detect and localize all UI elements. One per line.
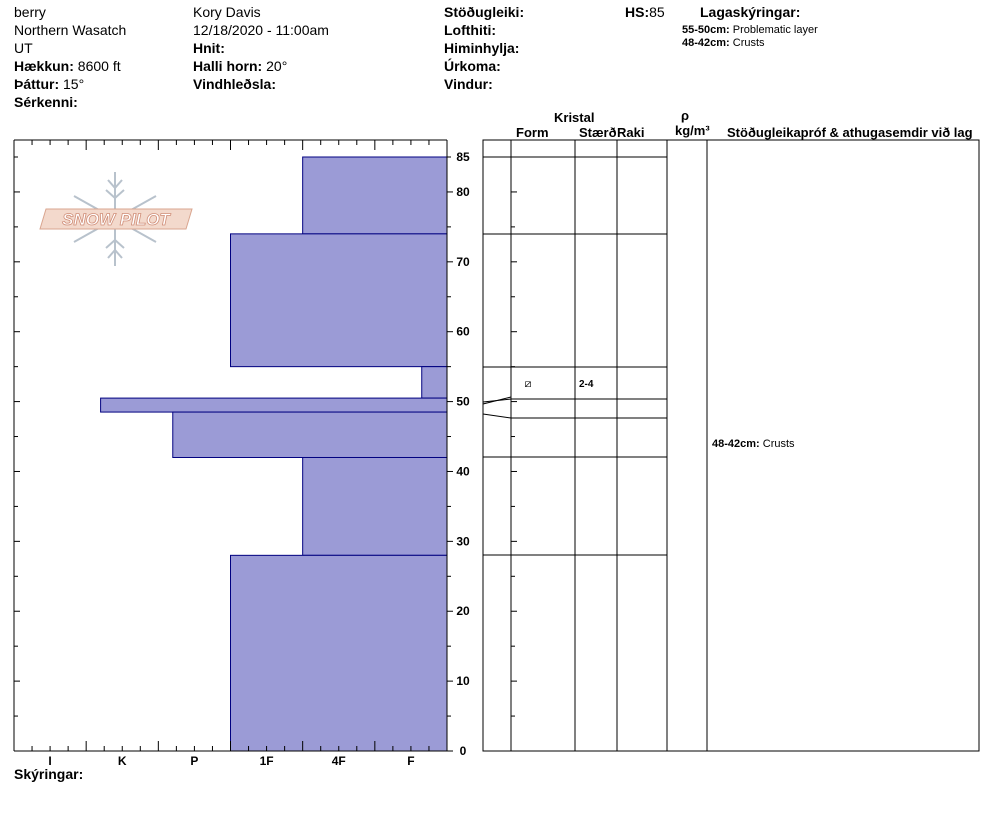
depth-tick-label: 0 (460, 744, 467, 758)
state-name: UT (14, 40, 33, 56)
depth-tick-label: 40 (456, 464, 470, 478)
precip-label: Úrkoma: (444, 58, 501, 74)
logo-banner (39, 208, 193, 230)
elevation-value: 8600 ft (77, 58, 121, 74)
snowpilot-logo: SNOW PILOT (39, 172, 193, 266)
stability-label: Stöðugleiki: (444, 4, 525, 20)
footer-notes-label: Skýringar: (14, 766, 84, 782)
hardness-tick-label: 4F (332, 754, 346, 768)
aspect-row: Þáttur: 15° (14, 76, 84, 92)
hardness-bar (230, 554, 448, 752)
elevation-row: Hækkun: 8600 ft (14, 58, 121, 74)
observation-datetime: 12/18/2020 - 11:00am (193, 22, 329, 38)
legend-item-range: 48-42cm: (682, 37, 730, 49)
hs-value: 85 (649, 4, 665, 20)
comments-heading: Stöðugleikapróf & athugasemdir við lag (727, 125, 973, 140)
form-heading: Form (516, 125, 549, 140)
aspect-value: 15° (63, 76, 85, 92)
depth-tick-label: 85 (456, 150, 470, 164)
density-unit-heading: kg/m³ (675, 123, 710, 138)
legend-title: Lagaskýringar: (700, 4, 801, 20)
size-heading: Stærð (579, 125, 617, 140)
legend-item-text: Crusts (732, 37, 765, 49)
depth-tick-label: 80 (456, 185, 470, 199)
moisture-heading: Raki (617, 125, 645, 140)
layer-comment-text: Crusts (763, 438, 795, 450)
hardness-bar (172, 411, 448, 458)
slope-label: Halli horn: (193, 58, 263, 74)
layer-comment-range: 48-42cm: (712, 438, 763, 450)
legend-item-text: Problematic layer (732, 24, 818, 36)
slope-value: 20° (266, 58, 288, 74)
wind-loading-label: Vindhleðsla: (193, 76, 276, 92)
hardness-bar (100, 397, 448, 413)
hardness-tick-label: K (118, 754, 127, 768)
coords-label: Hnit: (193, 40, 225, 56)
boundary-connector (482, 413, 512, 419)
range-name: Northern Wasatch (14, 22, 127, 38)
depth-tick-label: 10 (456, 674, 470, 688)
legend-item: 55-50cm: Problematic layer (682, 24, 818, 37)
layer-table: ⧄ 2-4 48-42cm: Crusts (482, 139, 980, 752)
depth-tick-label: 20 (456, 604, 470, 618)
depth-tick-label: 70 (456, 255, 470, 269)
layer-comment: 48-42cm: Crusts (712, 438, 795, 450)
hs-label: HS: (625, 4, 650, 20)
legend-item-range: 55-50cm: (682, 24, 730, 36)
hardness-tick-label: P (190, 754, 198, 768)
logo-text: SNOW PILOT (62, 210, 171, 229)
rho-heading: ρ (681, 108, 690, 123)
depth-tick-label: 60 (456, 325, 470, 339)
hardness-bar (421, 366, 448, 399)
elevation-label: Hækkun: (14, 58, 74, 74)
hardness-tick-label: 1F (260, 754, 274, 768)
depth-axis: 0 10 20 30 40 50 60 70 80 85 (446, 140, 470, 758)
wind-label: Vindur: (444, 76, 493, 92)
hardness-bar (302, 156, 448, 235)
site-name: berry (14, 4, 46, 20)
table-frame (482, 139, 980, 752)
hardness-bars (100, 156, 448, 752)
sky-label: Himinhylja: (444, 40, 520, 56)
legend-item: 48-42cm: Crusts (682, 37, 765, 50)
hardness-bar (302, 456, 448, 556)
hardness-bar (230, 233, 448, 368)
aspect-label: Þáttur: (14, 76, 60, 92)
boundary-connector (482, 396, 512, 405)
depth-tick-label: 50 (456, 395, 470, 409)
slope-row: Halli horn: 20° (193, 58, 287, 74)
hs-row: HS:85 (625, 4, 665, 20)
air-temp-label: Lofthiti: (444, 22, 497, 38)
hardness-tick-label: I (48, 754, 51, 768)
faceted-rounded-icon: ⧄ (525, 378, 532, 390)
depth-tick-label: 30 (456, 534, 470, 548)
hardness-tick-label: F (407, 754, 414, 768)
crystal-heading: Kristal (554, 110, 595, 125)
crystal-size-value: 2-4 (579, 379, 594, 390)
observer-name: Kory Davis (193, 4, 261, 20)
features-label: Sérkenni: (14, 94, 78, 110)
